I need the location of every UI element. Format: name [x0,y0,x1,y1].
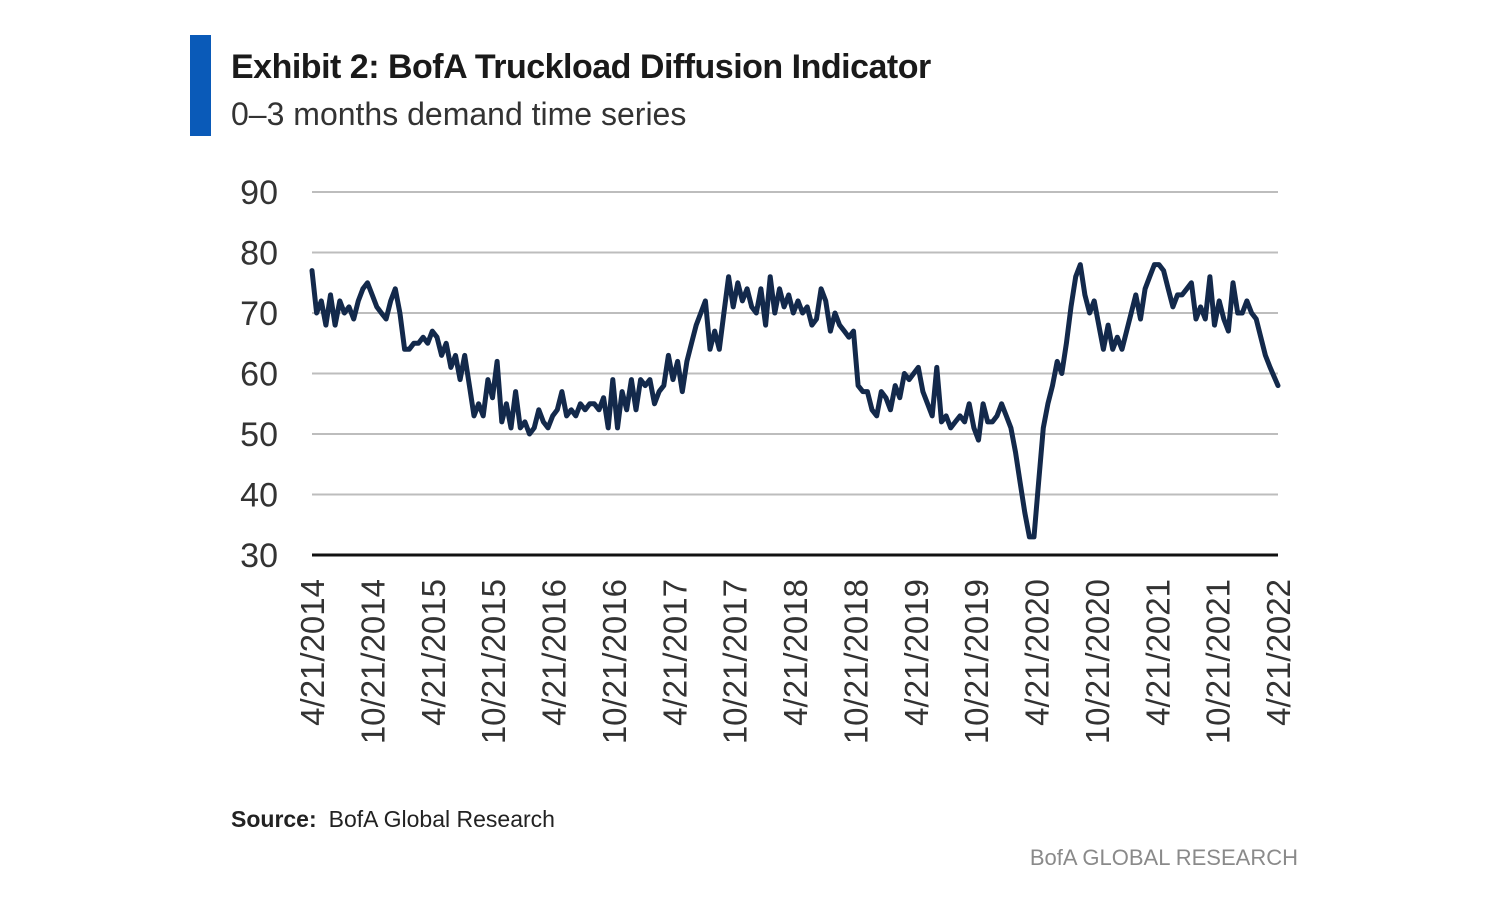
x-tick-label: 10/21/2021 [1200,579,1237,744]
source-label: Source: [231,806,317,832]
brand-footer: BofA GLOBAL RESEARCH [1029,845,1298,870]
x-tick-label: 4/21/2014 [294,579,331,726]
x-tick-label: 4/21/2015 [415,579,452,726]
x-tick-label: 4/21/2019 [898,579,935,726]
y-tick-label: 80 [240,235,278,273]
x-tick-label: 10/21/2015 [475,579,512,744]
x-tick-label: 10/21/2017 [717,579,754,744]
y-tick-label: 40 [240,477,278,515]
grid-lines [312,191,1278,557]
x-tick-label: 10/21/2020 [1079,579,1116,744]
y-tick-label: 30 [240,537,278,575]
y-axis-ticks: 30 40 50 60 70 80 90 [240,174,278,575]
x-tick-label: 10/21/2018 [837,579,874,744]
y-tick-label: 60 [240,356,278,394]
x-tick-label: 10/21/2014 [354,579,391,744]
source-note: Source: BofA Global Research [231,806,555,833]
y-tick-label: 50 [240,416,278,454]
x-tick-label: 10/21/2019 [958,579,995,744]
x-tick-label: 4/21/2022 [1260,579,1297,726]
chart-subtitle: 0–3 months demand time series [231,96,687,132]
x-tick-label: 4/21/2018 [777,579,814,726]
x-tick-label: 10/21/2016 [596,579,633,744]
y-tick-label: 70 [240,295,278,333]
x-tick-label: 4/21/2017 [656,579,693,726]
title-accent-bar [190,35,211,136]
source-text: BofA Global Research [328,806,555,832]
x-tick-label: 4/21/2016 [536,579,573,726]
series-layer [309,262,1281,540]
x-axis-ticks: 4/21/2014 10/21/2014 4/21/2015 10/21/2015 4/… [294,579,1297,744]
series-line-0 [309,262,1281,540]
y-tick-label: 90 [240,174,278,212]
chart-title: Exhibit 2: BofA Truckload Diffusion Indi… [231,48,931,86]
x-tick-label: 4/21/2021 [1139,579,1176,726]
x-tick-label: 4/21/2020 [1019,579,1056,726]
